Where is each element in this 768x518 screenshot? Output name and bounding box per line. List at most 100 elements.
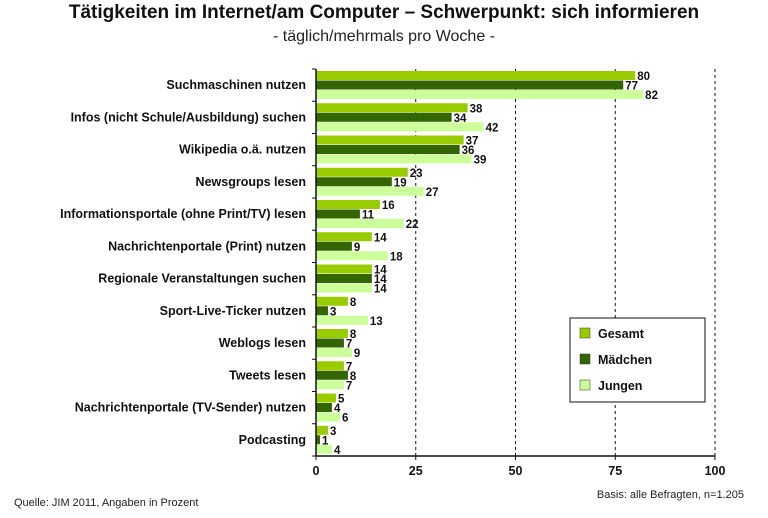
- category-label: Podcasting: [239, 433, 306, 447]
- legend-swatch: [579, 353, 591, 365]
- data-label: 18: [390, 251, 403, 263]
- bar: [316, 348, 352, 357]
- data-label: 6: [342, 413, 348, 425]
- data-label: 34: [454, 113, 467, 125]
- bar: [316, 370, 348, 380]
- bar: [316, 135, 464, 145]
- x-tick-label: 0: [313, 464, 320, 478]
- category-label: Informationsportale (ohne Print/TV) lese…: [60, 207, 306, 221]
- data-label: 14: [374, 274, 387, 286]
- basis-note: Basis: alle Befragten, n=1.205: [596, 489, 744, 501]
- data-label: 1: [322, 435, 329, 447]
- legend-swatch: [579, 327, 591, 339]
- data-label: 16: [382, 200, 395, 212]
- category-label: Regionale Veranstaltungen suchen: [98, 272, 306, 286]
- chart-title: Tätigkeiten im Internet/am Computer – Sc…: [68, 2, 700, 23]
- category-label: Wikipedia o.ä. nutzen: [179, 143, 306, 157]
- bar: [316, 329, 348, 338]
- bar: [316, 283, 372, 293]
- data-label: 9: [354, 242, 360, 254]
- data-label: 7: [346, 339, 352, 351]
- data-label: 13: [370, 316, 383, 328]
- data-label: 9: [354, 348, 360, 360]
- bar: [316, 90, 644, 99]
- legend-swatch: [579, 379, 591, 391]
- bar: [316, 264, 372, 274]
- data-label: 36: [462, 145, 475, 157]
- bar: [316, 154, 472, 164]
- category-label: Sport-Live-Ticker nutzen: [160, 304, 306, 318]
- data-label: 14: [374, 284, 387, 296]
- data-label: 3: [330, 426, 336, 438]
- bar: [316, 209, 360, 219]
- bar: [316, 403, 332, 412]
- bar: [316, 251, 388, 261]
- bar: [316, 338, 344, 348]
- x-tick-label: 25: [409, 464, 423, 478]
- data-label: 22: [406, 219, 419, 231]
- bar: [316, 274, 372, 283]
- legend-box: [569, 317, 706, 403]
- source-note: Quelle: JIM 2011, Angaben in Prozent: [14, 497, 199, 509]
- bar: [316, 425, 328, 435]
- data-label: 82: [645, 90, 658, 102]
- bar: [316, 103, 468, 113]
- data-label: 8: [350, 297, 357, 309]
- bar: [316, 444, 332, 454]
- data-label: 42: [486, 122, 499, 134]
- category-label: Weblogs lesen: [219, 336, 306, 350]
- data-label: 23: [410, 168, 423, 180]
- category-label: Suchmaschinen nutzen: [166, 78, 306, 92]
- data-label: 3: [330, 306, 336, 318]
- data-label: 7: [346, 361, 352, 373]
- bar: [316, 219, 404, 228]
- data-label: 14: [374, 265, 387, 277]
- data-label: 4: [334, 403, 341, 415]
- data-label: 4: [334, 445, 341, 457]
- bar: [316, 435, 320, 445]
- category-label: Tweets lesen: [229, 368, 306, 382]
- legend-label: Gesamt: [598, 327, 645, 341]
- legend-label: Mädchen: [598, 353, 652, 367]
- data-label: 27: [426, 187, 439, 199]
- bar: [316, 122, 484, 132]
- data-label: 37: [466, 136, 479, 148]
- data-label: 38: [470, 103, 483, 115]
- bar: [316, 393, 336, 403]
- data-label: 77: [625, 81, 638, 93]
- data-label: 80: [637, 71, 650, 83]
- bar: [316, 315, 368, 325]
- bar: [316, 80, 624, 90]
- bar: [316, 306, 328, 316]
- data-label: 14: [374, 232, 387, 244]
- chart-subtitle: - täglich/mehrmals pro Woche -: [273, 28, 495, 45]
- bar: [316, 200, 380, 209]
- x-tick-label: 100: [705, 464, 726, 478]
- data-label: 39: [474, 155, 487, 167]
- data-label: 7: [346, 380, 352, 392]
- category-label: Nachrichtenportale (TV-Sender) nutzen: [75, 401, 306, 415]
- bar: [316, 71, 636, 80]
- category-label: Infos (nicht Schule/Ausbildung) suchen: [71, 110, 306, 124]
- bar: [316, 167, 408, 177]
- x-tick-label: 75: [608, 464, 622, 478]
- bar: [316, 241, 352, 251]
- bar: [316, 145, 460, 154]
- bar: [316, 296, 348, 306]
- category-label: Nachrichtenportale (Print) nutzen: [108, 239, 306, 253]
- bar: [316, 112, 452, 122]
- data-label: 11: [362, 210, 375, 222]
- bar: [316, 232, 372, 242]
- legend-label: Jungen: [598, 379, 642, 393]
- data-label: 5: [338, 394, 345, 406]
- data-label: 8: [350, 371, 357, 383]
- category-label: Newsgroups lesen: [196, 175, 306, 189]
- x-tick-label: 50: [509, 464, 523, 478]
- data-label: 19: [394, 177, 407, 189]
- bar: [316, 361, 344, 371]
- bar: [316, 412, 340, 422]
- bar: [316, 186, 424, 196]
- data-label: 8: [350, 329, 357, 341]
- bar: [316, 380, 344, 390]
